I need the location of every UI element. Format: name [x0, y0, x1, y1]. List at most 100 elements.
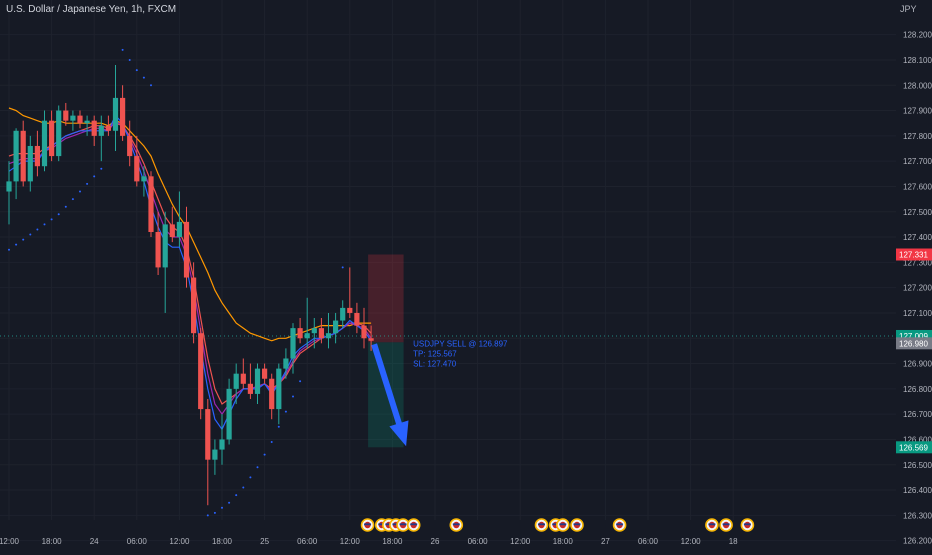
psar-dot — [22, 238, 25, 241]
candle-body — [20, 130, 26, 182]
candle — [169, 206, 175, 243]
candle-body — [105, 125, 111, 131]
candle-body — [6, 181, 12, 192]
candle-body — [283, 358, 289, 369]
event-flag-band — [452, 523, 460, 526]
event-marker-icon — [705, 518, 719, 532]
event-flag-band — [559, 523, 567, 526]
event-flag-band — [722, 523, 730, 526]
candle-body — [269, 378, 275, 410]
price-tick-label: 127.200 — [903, 284, 932, 293]
price-tick-label: 127.900 — [903, 107, 932, 116]
psar-dot — [79, 190, 81, 193]
candle — [155, 211, 161, 275]
event-flag-band — [378, 523, 386, 526]
candle-body — [205, 409, 211, 460]
candle — [162, 211, 168, 313]
event-marker-icon — [719, 518, 733, 532]
candle — [276, 363, 282, 425]
candle-body — [176, 221, 182, 238]
event-marker-icon — [740, 518, 755, 532]
candle-body — [290, 328, 296, 359]
psar-dot — [150, 84, 152, 87]
candles — [6, 65, 374, 506]
event-marker-icon — [406, 518, 421, 532]
time-axis: 12:00 18:00 24 06:00 12:00 18:00 25 06:00 12:00 1… — [0, 537, 738, 546]
candle-body — [311, 328, 317, 334]
candle-body — [262, 368, 268, 379]
candle — [368, 325, 374, 351]
candle — [212, 439, 218, 475]
price-tick-label: 126.600 — [903, 435, 932, 444]
candle-body — [155, 231, 161, 268]
candle-body — [304, 333, 310, 339]
trade-annotation-line: TP: 125.567 — [413, 349, 457, 358]
candle — [141, 166, 147, 197]
price-tick-label: 126.200 — [903, 537, 932, 546]
candle — [49, 110, 55, 162]
psar-dot — [270, 440, 273, 443]
candle-body — [354, 312, 360, 326]
candle-body — [98, 125, 104, 136]
candle-body — [191, 277, 197, 334]
time-tick-label: 06:00 — [638, 537, 659, 546]
candle-body — [63, 110, 69, 121]
moving-averages — [8, 107, 372, 431]
candle-body — [41, 120, 48, 167]
psar-dot — [249, 476, 252, 479]
candle — [105, 115, 111, 136]
psar-dot — [93, 175, 96, 178]
psar-dot — [292, 395, 294, 398]
price-label: 127.009 — [899, 332, 928, 341]
candle — [127, 120, 133, 167]
candle-body — [120, 97, 126, 136]
candle — [183, 206, 190, 288]
candle-body — [198, 333, 204, 410]
time-tick-label: 12:00 — [169, 537, 190, 546]
psar-dot — [221, 506, 223, 509]
candle — [77, 110, 83, 129]
candle-body — [27, 145, 33, 182]
candle — [13, 128, 19, 200]
candle-body — [333, 320, 339, 334]
grid-lines — [0, 0, 896, 541]
time-tick-label: 18:00 — [42, 537, 63, 546]
parabolic-sar — [8, 48, 344, 517]
candle-body — [56, 110, 62, 157]
trade-annotation-line: SL: 127.470 — [413, 359, 457, 368]
candle-body — [226, 388, 232, 440]
candle-body — [212, 449, 218, 460]
event-flag-band — [410, 523, 418, 526]
event-flag-band — [573, 523, 581, 526]
chart-title: U.S. Dollar / Japanese Yen, 1h, FXCM — [6, 4, 177, 15]
candle — [325, 312, 332, 349]
psar-dot — [228, 501, 231, 504]
price-label: 127.331 — [899, 251, 928, 260]
time-tick-label: 27 — [601, 537, 610, 546]
event-flag-band — [538, 523, 545, 526]
candle — [247, 363, 253, 399]
candle-body — [368, 338, 374, 341]
price-tick-label: 126.900 — [903, 360, 932, 369]
candle — [98, 115, 104, 162]
price-tick-label: 127.500 — [903, 208, 932, 217]
candle — [340, 300, 346, 329]
candle-body — [347, 307, 353, 313]
price-label-box — [896, 337, 932, 350]
candle — [254, 363, 261, 405]
candle — [318, 318, 324, 344]
event-markers[interactable] — [360, 518, 755, 532]
price-label-box — [896, 441, 932, 454]
event-marker-icon — [396, 518, 410, 532]
time-tick-label: 18:00 — [553, 537, 574, 546]
moving-average-line — [8, 107, 372, 342]
time-tick-label: 06:00 — [468, 537, 489, 546]
event-marker-icon — [360, 518, 375, 532]
event-flag-band — [399, 523, 407, 526]
psar-dot — [206, 514, 209, 517]
price-tick-label: 126.800 — [903, 385, 932, 394]
psar-dot — [284, 410, 287, 413]
candle — [311, 318, 317, 349]
